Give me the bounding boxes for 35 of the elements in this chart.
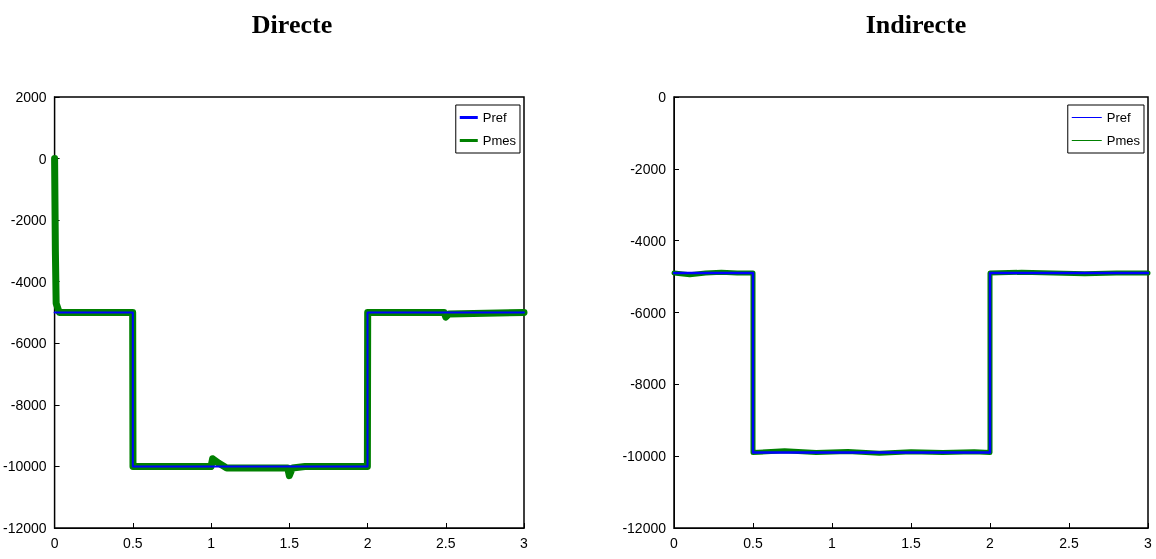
y-tick-label: -6000: [630, 304, 667, 321]
x-tick-label: 3: [1144, 535, 1153, 551]
x-tick-label: 1.5: [901, 535, 921, 551]
x-tick-label: 2.5: [1059, 535, 1079, 551]
legend-label: Pref: [482, 110, 507, 125]
y-tick-label: 2000: [15, 89, 47, 105]
chart-title: Indirecte: [865, 9, 967, 39]
y-tick-label: -4000: [630, 232, 667, 249]
y-tick-label: 0: [38, 150, 47, 167]
y-tick-label: -2000: [630, 160, 667, 177]
x-tick-label: 0: [670, 535, 679, 551]
y-tick-label: -2000: [10, 212, 47, 229]
x-tick-label: 1: [828, 535, 837, 551]
x-tick-label: 0: [50, 535, 59, 551]
x-tick-label: 2: [363, 535, 372, 551]
y-tick-label: -12000: [622, 520, 667, 536]
x-tick-label: 1.5: [279, 535, 300, 551]
chart-title: Directe: [251, 9, 333, 39]
y-tick-label: -12000: [3, 520, 47, 536]
x-tick-label: 2: [986, 535, 995, 551]
x-tick-label: 0.5: [123, 535, 143, 551]
legend-label: Pmes: [1106, 133, 1141, 148]
y-tick-label: -8000: [630, 376, 667, 393]
x-tick-label: 0.5: [743, 535, 763, 551]
y-tick-label: 0: [658, 89, 667, 105]
legend-label: Pref: [1106, 110, 1131, 125]
x-tick-label: 1: [207, 535, 216, 551]
y-tick-label: -4000: [10, 273, 47, 290]
x-tick-label: 3: [520, 535, 529, 551]
y-tick-label: -8000: [10, 396, 47, 413]
x-tick-label: 2.5: [436, 535, 456, 551]
y-tick-label: -6000: [10, 335, 47, 352]
y-tick-label: -10000: [622, 448, 667, 465]
y-tick-label: -10000: [3, 458, 47, 475]
legend-label: Pmes: [482, 133, 517, 148]
